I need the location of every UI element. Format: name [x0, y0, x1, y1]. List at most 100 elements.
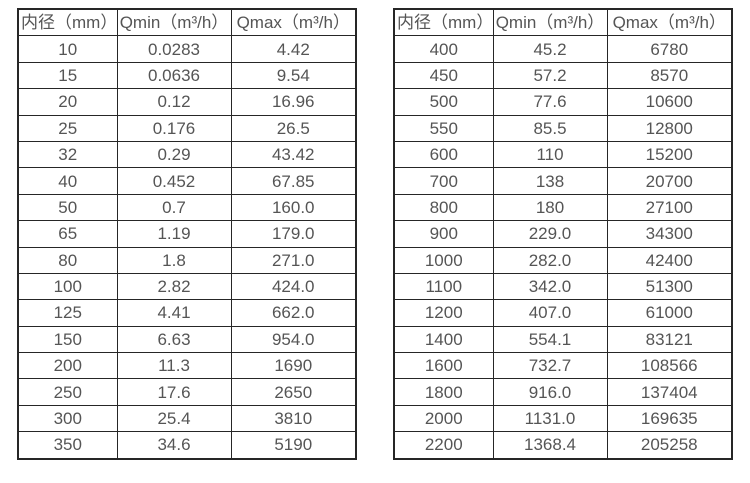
column-header: Qmax（m³/h） [230, 8, 357, 37]
table-cell: 138 [492, 167, 608, 195]
table-row: 1000 282.0 42400 [393, 246, 733, 274]
table-cell: 20 [17, 88, 118, 116]
table-cell: 271.0 [230, 246, 357, 274]
table-cell: 65 [17, 220, 118, 248]
table-cell: 110 [492, 140, 608, 169]
table-cell: 2000 [393, 404, 494, 433]
table-cell: 150 [17, 325, 118, 354]
table-cell: 2200 [393, 431, 494, 460]
table-cell: 2.82 [116, 272, 232, 301]
table-row: 350 34.6 5190 [17, 431, 357, 460]
table-row: 150 6.63 954.0 [17, 325, 357, 354]
table-cell: 0.12 [116, 88, 232, 116]
table-row: 200 11.3 1690 [17, 352, 357, 380]
table-cell: 20700 [606, 167, 733, 195]
table-cell: 179.0 [230, 220, 357, 248]
table-cell: 160.0 [230, 193, 357, 222]
column-header: 内径（mm） [393, 8, 494, 37]
table-cell: 800 [393, 193, 494, 222]
table-row: 2200 1368.4 205258 [393, 431, 733, 460]
table-cell: 8570 [606, 61, 733, 90]
table-row: 2000 1131.0 169635 [393, 404, 733, 433]
table-row: 1200 407.0 61000 [393, 299, 733, 327]
table-cell: 1368.4 [492, 431, 608, 460]
table-cell: 1.19 [116, 220, 232, 248]
table-row: 800 180 27100 [393, 193, 733, 222]
table-body: 400 45.2 6780 450 57.2 8570 500 77.6 10600 550 85.… [393, 35, 733, 460]
table-cell: 4.42 [230, 35, 357, 63]
table-cell: 15 [17, 61, 118, 90]
flow-table-small-diameters: 内径（mm） Qmin（m³/h） Qmax（m³/h） 10 0.0283 4.42 1… [17, 8, 357, 460]
table-cell: 1200 [393, 299, 494, 327]
table-cell: 10600 [606, 88, 733, 116]
table-cell: 27100 [606, 193, 733, 222]
table-row: 15 0.0636 9.54 [17, 61, 357, 90]
table-body: 10 0.0283 4.42 15 0.0636 9.54 20 0.12 16.96 25 0.1… [17, 35, 357, 460]
flow-table-large-diameters: 内径（mm） Qmin（m³/h） Qmax（m³/h） 400 45.2 6780 45… [393, 8, 733, 460]
table-cell: 350 [17, 431, 118, 460]
table-cell: 77.6 [492, 88, 608, 116]
table-cell: 17.6 [116, 378, 232, 406]
table-cell: 1131.0 [492, 404, 608, 433]
table-cell: 1000 [393, 246, 494, 274]
table-row: 900 229.0 34300 [393, 220, 733, 248]
tables-container: 内径（mm） Qmin（m³/h） Qmax（m³/h） 10 0.0283 4.42 1… [17, 8, 733, 460]
table-cell: 43.42 [230, 140, 357, 169]
table-cell: 61000 [606, 299, 733, 327]
table-row: 10 0.0283 4.42 [17, 35, 357, 63]
table-cell: 0.0636 [116, 61, 232, 90]
table-cell: 34.6 [116, 431, 232, 460]
table-cell: 0.0283 [116, 35, 232, 63]
table-cell: 2650 [230, 378, 357, 406]
table-cell: 732.7 [492, 352, 608, 380]
table-cell: 1800 [393, 378, 494, 406]
table-cell: 407.0 [492, 299, 608, 327]
table-cell: 12800 [606, 114, 733, 142]
table-cell: 42400 [606, 246, 733, 274]
table-row: 40 0.452 67.85 [17, 167, 357, 195]
column-header: Qmax（m³/h） [606, 8, 733, 37]
table-cell: 3810 [230, 404, 357, 433]
table-cell: 11.3 [116, 352, 232, 380]
table-cell: 300 [17, 404, 118, 433]
table-cell: 57.2 [492, 61, 608, 90]
table-cell: 25.4 [116, 404, 232, 433]
header-row: 内径（mm） Qmin（m³/h） Qmax（m³/h） [393, 8, 733, 37]
table-row: 500 77.6 10600 [393, 88, 733, 116]
table-cell: 85.5 [492, 114, 608, 142]
table-cell: 662.0 [230, 299, 357, 327]
table-cell: 0.29 [116, 140, 232, 169]
table-cell: 80 [17, 246, 118, 274]
table-cell: 0.452 [116, 167, 232, 195]
table-row: 1600 732.7 108566 [393, 352, 733, 380]
table-cell: 9.54 [230, 61, 357, 90]
table-cell: 6780 [606, 35, 733, 63]
table-row: 250 17.6 2650 [17, 378, 357, 406]
table-cell: 137404 [606, 378, 733, 406]
table-cell: 1690 [230, 352, 357, 380]
table-cell: 282.0 [492, 246, 608, 274]
table-row: 600 110 15200 [393, 140, 733, 169]
table-cell: 700 [393, 167, 494, 195]
table-cell: 342.0 [492, 272, 608, 301]
table-row: 450 57.2 8570 [393, 61, 733, 90]
table-cell: 200 [17, 352, 118, 380]
table-cell: 450 [393, 61, 494, 90]
table-cell: 32 [17, 140, 118, 169]
table-cell: 1.8 [116, 246, 232, 274]
table-cell: 67.85 [230, 167, 357, 195]
table-cell: 600 [393, 140, 494, 169]
table-cell: 1100 [393, 272, 494, 301]
table-cell: 16.96 [230, 88, 357, 116]
table-cell: 34300 [606, 220, 733, 248]
table-row: 32 0.29 43.42 [17, 140, 357, 169]
table-row: 1400 554.1 83121 [393, 325, 733, 354]
table-row: 400 45.2 6780 [393, 35, 733, 63]
column-header: Qmin（m³/h） [492, 8, 608, 37]
table-cell: 500 [393, 88, 494, 116]
table-row: 300 25.4 3810 [17, 404, 357, 433]
table-cell: 25 [17, 114, 118, 142]
table-cell: 400 [393, 35, 494, 63]
table-cell: 10 [17, 35, 118, 63]
table-cell: 6.63 [116, 325, 232, 354]
